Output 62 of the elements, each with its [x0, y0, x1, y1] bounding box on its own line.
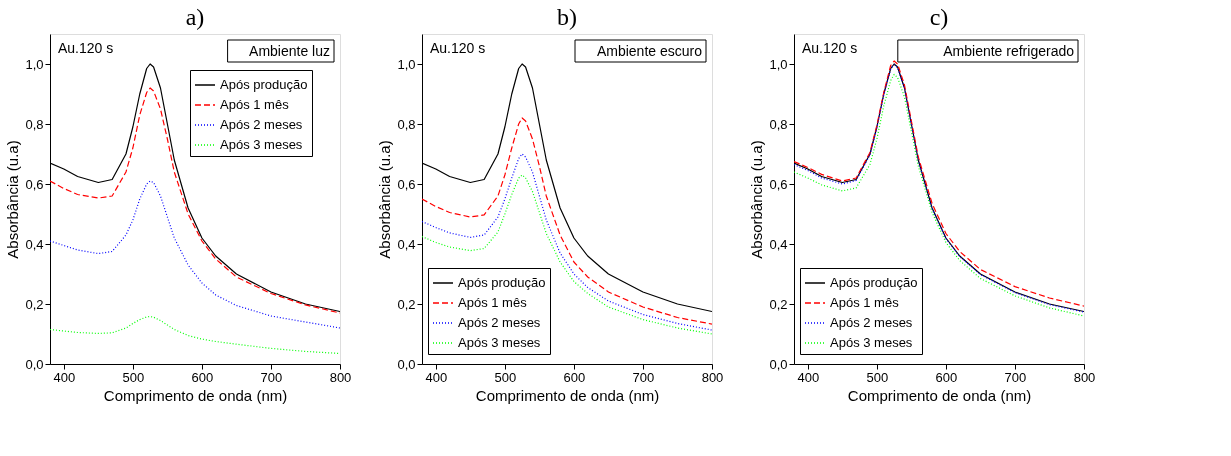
- legend-label: Após 1 mês: [830, 295, 900, 310]
- x-tick-label: 500: [494, 369, 517, 385]
- y-tick-label: 0,0: [397, 356, 416, 372]
- x-tick-label: 600: [935, 369, 958, 385]
- legend-label: Após produção: [830, 275, 918, 290]
- annotation: Au.120 s: [802, 40, 858, 56]
- x-tick-label: 800: [701, 369, 724, 385]
- y-tick-label: 0,2: [397, 296, 416, 312]
- y-tick-label: 0,2: [25, 296, 44, 312]
- x-tick-label: 400: [797, 369, 820, 385]
- legend-label: Após 1 mês: [458, 295, 528, 310]
- legend-label: Após produção: [220, 77, 308, 92]
- annotation: Ambiente escuro: [596, 42, 703, 59]
- x-tick-label: 400: [53, 369, 76, 385]
- y-tick-label: 1,0: [769, 56, 788, 72]
- y-tick-label: 0,4: [769, 236, 788, 252]
- x-tick-label: 500: [122, 369, 145, 385]
- chart-title: b): [557, 4, 577, 30]
- y-tick-label: 0,8: [397, 116, 416, 132]
- annotation: Ambiente luz: [249, 42, 330, 59]
- x-tick-label: 400: [425, 369, 448, 385]
- y-axis-title: Absorbância (u.a): [4, 140, 22, 259]
- legend-label: Após 3 meses: [220, 137, 303, 152]
- x-axis-title: Comprimento de onda (nm): [475, 386, 660, 404]
- annotation: Ambiente refrigerado: [943, 42, 1075, 59]
- x-tick-label: 700: [1004, 369, 1027, 385]
- line-series: [50, 316, 340, 355]
- y-tick-label: 1,0: [25, 56, 44, 72]
- y-tick-label: 0,4: [397, 236, 416, 252]
- x-tick-label: 700: [632, 369, 655, 385]
- y-tick-label: 1,0: [397, 56, 416, 72]
- y-tick-label: 0,6: [769, 176, 788, 192]
- legend-label: Após 2 meses: [830, 315, 913, 330]
- x-tick-label: 800: [1073, 369, 1096, 385]
- chart-title: a): [185, 4, 205, 30]
- x-tick-label: 600: [191, 369, 214, 385]
- y-tick-label: 0,8: [25, 116, 44, 132]
- line-series: [50, 180, 340, 329]
- legend-label: Após 2 meses: [220, 117, 303, 132]
- y-tick-label: 0,0: [25, 356, 44, 372]
- y-tick-label: 0,6: [397, 176, 416, 192]
- x-tick-label: 500: [866, 369, 889, 385]
- x-tick-label: 800: [329, 369, 352, 385]
- x-axis-title: Comprimento de onda (nm): [847, 386, 1032, 404]
- legend-label: Após 3 meses: [830, 335, 913, 350]
- y-tick-label: 0,4: [25, 236, 44, 252]
- legend-label: Após 2 meses: [458, 315, 541, 330]
- x-tick-label: 700: [260, 369, 283, 385]
- y-axis-title: Absorbância (u.a): [748, 140, 766, 259]
- y-axis-title: Absorbância (u.a): [376, 140, 394, 259]
- y-tick-label: 0,6: [25, 176, 44, 192]
- y-tick-label: 0,2: [769, 296, 788, 312]
- y-tick-label: 0,8: [769, 116, 788, 132]
- legend-label: Após 3 meses: [458, 335, 541, 350]
- annotation: Au.120 s: [58, 40, 114, 56]
- x-axis-title: Comprimento de onda (nm): [103, 386, 288, 404]
- legend-label: Após produção: [458, 275, 546, 290]
- annotation: Au.120 s: [430, 40, 486, 56]
- x-tick-label: 600: [563, 369, 586, 385]
- y-tick-label: 0,0: [769, 356, 788, 372]
- chart-title: c): [929, 4, 949, 30]
- legend-label: Após 1 mês: [220, 97, 290, 112]
